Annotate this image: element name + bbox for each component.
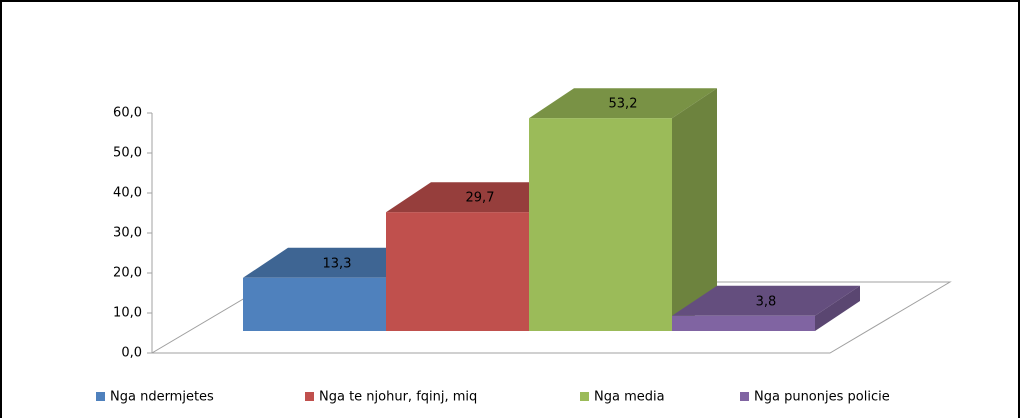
y-tick-label: 10,0	[113, 306, 142, 321]
legend-label: Nga punonjes policie	[754, 390, 890, 405]
bar	[386, 212, 529, 331]
legend-swatch	[740, 392, 749, 401]
legend-swatch	[96, 392, 105, 401]
legend-label: Nga te njohur, fqinj, miq	[319, 390, 477, 405]
floor	[150, 281, 952, 354]
bar-top	[672, 285, 860, 316]
bar	[529, 118, 672, 331]
bar-top	[529, 88, 717, 119]
y-tick-label: 20,0	[113, 266, 142, 281]
legend-label: Nga ndermjetes	[110, 390, 214, 405]
data-label: 29,7	[466, 191, 495, 206]
y-tick-label: 60,0	[113, 106, 142, 121]
bar-top	[243, 247, 431, 278]
data-label: 53,2	[609, 97, 638, 112]
y-tick-label: 0,0	[121, 346, 142, 361]
legend-swatch	[305, 392, 314, 401]
data-label: 13,3	[323, 256, 352, 271]
bar	[672, 315, 815, 331]
bar-side	[672, 88, 717, 331]
y-tick-label: 30,0	[113, 226, 142, 241]
y-tick-label: 50,0	[113, 146, 142, 161]
data-label: 3,8	[756, 294, 777, 309]
bar-side	[815, 285, 860, 331]
legend-label: Nga media	[594, 390, 665, 405]
y-tick-label: 40,0	[113, 186, 142, 201]
bar	[243, 277, 386, 331]
bar-top	[386, 182, 574, 213]
legend-swatch	[580, 392, 589, 401]
